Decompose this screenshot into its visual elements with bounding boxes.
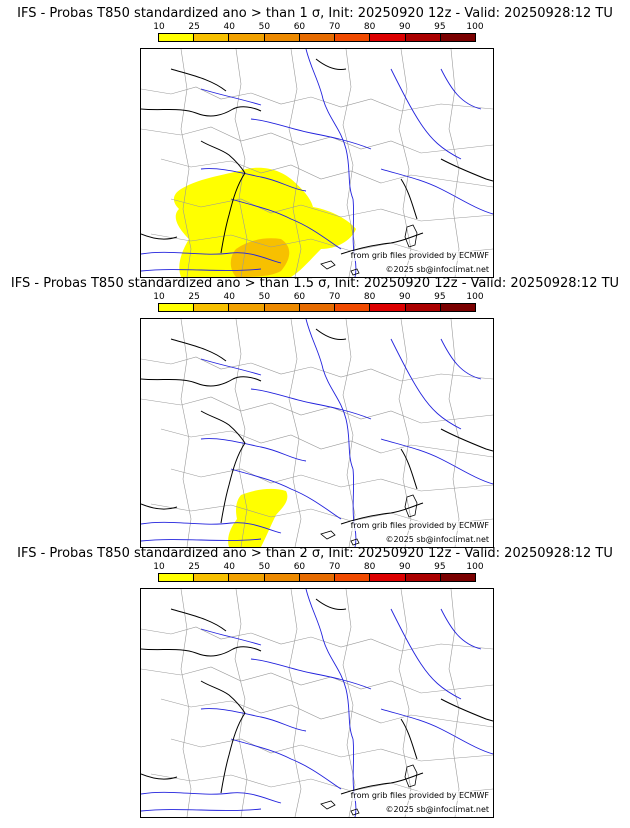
geography-layer <box>141 589 493 817</box>
probability-legend: 10 25 40 50 60 70 80 90 95 100 <box>153 292 484 312</box>
legend-tick-label: 80 <box>363 22 376 32</box>
legend-swatch <box>264 574 300 581</box>
legend-swatch <box>440 574 475 581</box>
legend-tick-label: 25 <box>188 562 200 572</box>
panel-title: IFS - Probas T850 standardized ano > tha… <box>17 6 613 21</box>
legend-tick-label: 80 <box>363 562 376 572</box>
legend-swatch <box>299 304 336 311</box>
legend-tick-label: 95 <box>434 22 446 32</box>
legend-swatch <box>159 574 195 581</box>
legend-tick-label: 90 <box>399 292 411 302</box>
copyright-notice: ©2025 sb@infoclimat.net <box>385 535 489 545</box>
legend-tick-label: 60 <box>293 22 306 32</box>
map-panel-1: IFS - Probas T850 standardized ano > tha… <box>0 0 630 278</box>
legend-swatch <box>159 34 195 41</box>
legend-tick-label: 60 <box>293 562 306 572</box>
legend-tick-label: 95 <box>434 292 446 302</box>
legend-swatch <box>370 34 406 41</box>
probability-legend: 10 25 40 50 60 70 80 90 95 100 <box>153 22 484 42</box>
probability-area-10pct <box>173 167 356 277</box>
legend-colorbar <box>158 303 476 312</box>
panel-title: IFS - Probas T850 standardized ano > tha… <box>17 546 613 561</box>
legend-tick-labels: 10 25 40 50 60 70 80 90 95 100 <box>153 22 483 32</box>
legend-swatch <box>405 34 441 41</box>
data-source-credit: from grib files provided by ECMWF <box>350 521 489 531</box>
legend-tick-label: 10 <box>153 22 165 32</box>
map-svg <box>141 589 493 817</box>
copyright-notice: ©2025 sb@infoclimat.net <box>385 265 489 275</box>
legend-colorbar <box>158 573 476 582</box>
legend-tick-label: 40 <box>223 22 235 32</box>
legend-tick-label: 50 <box>258 292 271 302</box>
probability-map: from grib files provided by ECMWF ©2025 … <box>140 48 494 278</box>
legend-tick-label: 10 <box>153 292 165 302</box>
map-svg <box>141 319 493 547</box>
legend-tick-label: 100 <box>466 292 484 302</box>
legend-swatch <box>229 574 265 581</box>
probability-shading-layer <box>173 167 356 277</box>
map-panel-2: IFS - Probas T850 standardized ano > tha… <box>0 270 630 548</box>
probability-area-10pct <box>228 488 288 547</box>
legend-swatch <box>370 574 406 581</box>
legend-colorbar <box>158 33 476 42</box>
legend-swatch <box>159 304 195 311</box>
data-source-credit: from grib files provided by ECMWF <box>350 251 489 261</box>
map-panel-3: IFS - Probas T850 standardized ano > tha… <box>0 540 630 818</box>
legend-swatch <box>299 34 336 41</box>
legend-tick-label: 90 <box>399 562 411 572</box>
legend-tick-label: 80 <box>363 292 376 302</box>
legend-tick-label: 70 <box>328 22 341 32</box>
legend-swatch <box>229 304 265 311</box>
legend-tick-label: 50 <box>258 22 271 32</box>
legend-swatch <box>264 304 300 311</box>
legend-swatch <box>405 304 441 311</box>
probability-map: from grib files provided by ECMWF ©2025 … <box>140 588 494 818</box>
legend-swatch <box>335 574 371 581</box>
legend-swatch <box>194 34 230 41</box>
legend-tick-label: 50 <box>258 562 271 572</box>
legend-tick-label: 60 <box>293 292 306 302</box>
geography-layer <box>141 49 493 277</box>
legend-swatch <box>335 34 371 41</box>
legend-swatch <box>370 304 406 311</box>
legend-tick-label: 100 <box>466 22 484 32</box>
legend-swatch <box>440 304 475 311</box>
legend-tick-label: 40 <box>223 292 235 302</box>
legend-tick-label: 95 <box>434 562 446 572</box>
legend-tick-label: 25 <box>188 22 200 32</box>
geography-layer <box>141 319 493 547</box>
legend-tick-label: 90 <box>399 22 411 32</box>
legend-swatch <box>229 34 265 41</box>
legend-tick-label: 100 <box>466 562 484 572</box>
legend-tick-label: 25 <box>188 292 200 302</box>
copyright-notice: ©2025 sb@infoclimat.net <box>385 805 489 815</box>
data-source-credit: from grib files provided by ECMWF <box>350 791 489 801</box>
panel-title: IFS - Probas T850 standardized ano > tha… <box>10 276 620 291</box>
legend-tick-label: 10 <box>153 562 165 572</box>
legend-swatch <box>335 304 371 311</box>
legend-swatch <box>194 304 230 311</box>
probability-shading-layer <box>228 488 288 547</box>
legend-swatch <box>264 34 300 41</box>
map-svg <box>141 49 493 277</box>
legend-tick-label: 70 <box>328 562 341 572</box>
legend-tick-labels: 10 25 40 50 60 70 80 90 95 100 <box>153 292 483 302</box>
legend-tick-label: 40 <box>223 562 235 572</box>
legend-swatch <box>440 34 475 41</box>
probability-legend: 10 25 40 50 60 70 80 90 95 100 <box>153 562 484 582</box>
legend-tick-label: 70 <box>328 292 341 302</box>
legend-swatch <box>299 574 336 581</box>
legend-tick-labels: 10 25 40 50 60 70 80 90 95 100 <box>153 562 483 572</box>
legend-swatch <box>405 574 441 581</box>
legend-swatch <box>194 574 230 581</box>
probability-map: from grib files provided by ECMWF ©2025 … <box>140 318 494 548</box>
